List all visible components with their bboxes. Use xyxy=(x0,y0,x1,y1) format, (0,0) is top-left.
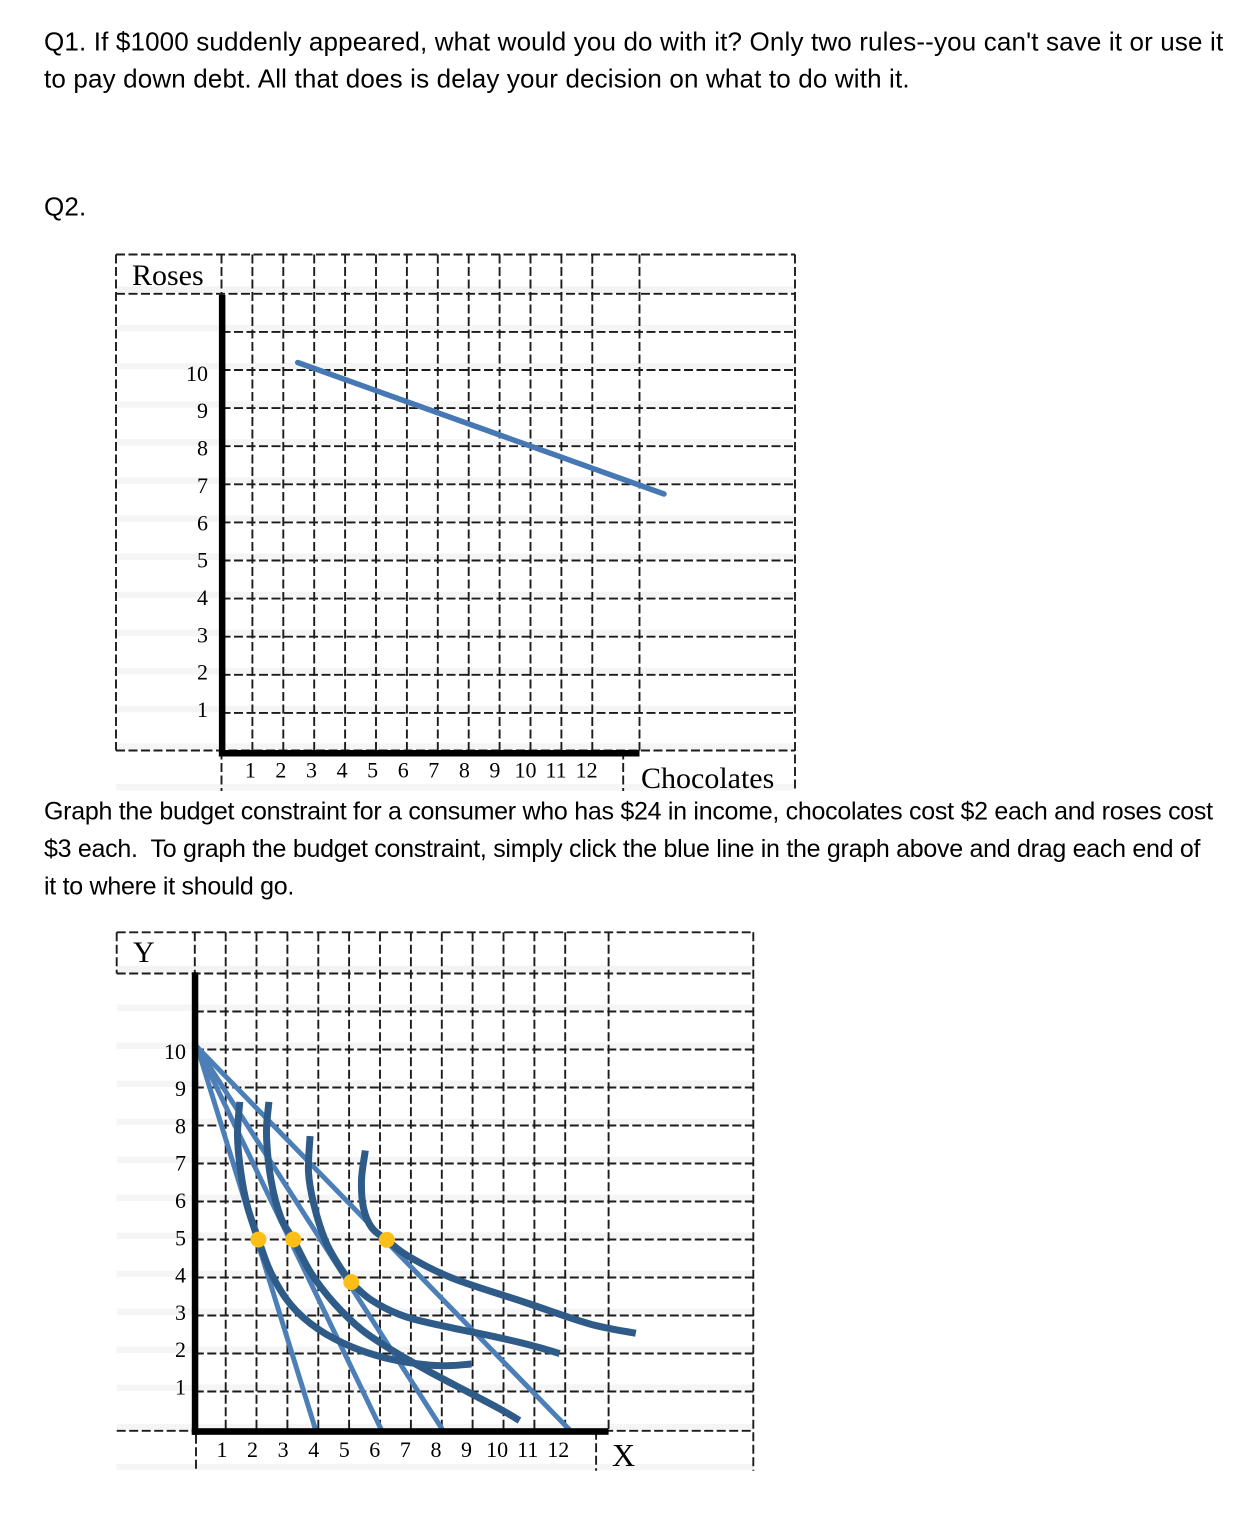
svg-text:Y: Y xyxy=(133,936,155,969)
svg-text:Chocolates: Chocolates xyxy=(641,762,774,795)
svg-text:9: 9 xyxy=(197,398,208,423)
svg-text:11: 11 xyxy=(546,758,567,783)
svg-text:9: 9 xyxy=(461,1437,472,1462)
svg-text:5: 5 xyxy=(367,758,378,783)
svg-text:6: 6 xyxy=(398,758,409,783)
svg-text:3: 3 xyxy=(278,1437,289,1462)
svg-text:to pay down debt. All that doe: to pay down debt. All that does is delay… xyxy=(44,63,910,93)
svg-text:2: 2 xyxy=(197,660,208,685)
svg-text:1: 1 xyxy=(217,1437,228,1462)
svg-text:10: 10 xyxy=(186,361,208,386)
svg-text:$3 each. To graph the budget: $3 each. To graph the budget constraint,… xyxy=(44,835,1201,863)
svg-text:12: 12 xyxy=(576,758,598,783)
svg-text:Roses: Roses xyxy=(132,259,204,292)
svg-text:9: 9 xyxy=(175,1076,186,1101)
svg-text:7: 7 xyxy=(197,473,208,498)
svg-text:8: 8 xyxy=(175,1113,186,1138)
svg-text:4: 4 xyxy=(337,758,348,783)
svg-text:1: 1 xyxy=(197,697,208,722)
svg-text:8: 8 xyxy=(197,436,208,461)
svg-text:4: 4 xyxy=(308,1437,319,1462)
svg-text:Q2.: Q2. xyxy=(44,192,86,222)
svg-text:2: 2 xyxy=(275,758,286,783)
svg-text:8: 8 xyxy=(431,1437,442,1462)
svg-text:4: 4 xyxy=(175,1263,186,1288)
svg-text:7: 7 xyxy=(428,758,439,783)
svg-text:9: 9 xyxy=(489,758,500,783)
svg-text:6: 6 xyxy=(175,1188,186,1213)
svg-text:6: 6 xyxy=(369,1437,380,1462)
svg-text:Q1. If $1000 suddenly appeared: Q1. If $1000 suddenly appeared, what wou… xyxy=(44,26,1224,56)
svg-text:10: 10 xyxy=(164,1039,186,1064)
svg-text:5: 5 xyxy=(175,1225,186,1250)
svg-text:Graph the budget constraint fo: Graph the budget constraint for a consum… xyxy=(44,798,1213,826)
svg-text:4: 4 xyxy=(197,585,208,610)
svg-text:3: 3 xyxy=(197,622,208,647)
svg-text:5: 5 xyxy=(339,1437,350,1462)
svg-text:12: 12 xyxy=(547,1437,569,1462)
svg-text:3: 3 xyxy=(175,1300,186,1325)
svg-text:it to where it should go.: it to where it should go. xyxy=(44,873,294,901)
svg-text:5: 5 xyxy=(197,548,208,573)
svg-text:2: 2 xyxy=(175,1337,186,1362)
svg-text:11: 11 xyxy=(517,1437,538,1462)
svg-text:3: 3 xyxy=(306,758,317,783)
svg-text:2: 2 xyxy=(247,1437,258,1462)
svg-text:X: X xyxy=(612,1437,635,1473)
svg-text:1: 1 xyxy=(175,1375,186,1400)
svg-text:1: 1 xyxy=(245,758,256,783)
svg-text:6: 6 xyxy=(197,510,208,535)
svg-text:8: 8 xyxy=(459,758,470,783)
svg-text:10: 10 xyxy=(486,1437,508,1462)
svg-text:7: 7 xyxy=(175,1151,186,1176)
svg-text:10: 10 xyxy=(515,758,537,783)
svg-text:7: 7 xyxy=(400,1437,411,1462)
